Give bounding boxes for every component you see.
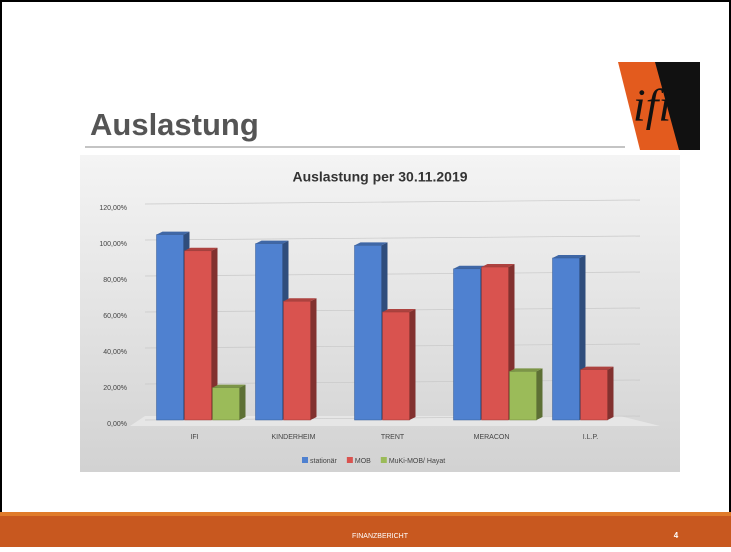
bar-side: [607, 366, 614, 420]
y-tick-label: 20,00%: [103, 385, 127, 392]
x-tick-label: IFI: [190, 434, 198, 441]
bar-side: [310, 298, 317, 420]
bar: [453, 268, 481, 421]
page-number: 4: [674, 531, 679, 540]
legend-swatch: [380, 457, 387, 463]
grid-line: [144, 235, 641, 241]
logo: ifi: [633, 80, 671, 131]
bar: [156, 234, 184, 421]
bar: [580, 369, 608, 421]
y-tick-label: 120,00%: [99, 205, 127, 212]
bar-top: [509, 368, 543, 372]
bar-top: [354, 242, 388, 246]
bar-top: [552, 255, 586, 258]
bar-top: [580, 366, 614, 370]
bar-top: [283, 298, 317, 302]
bar-side: [536, 368, 543, 420]
bar-top: [255, 240, 289, 244]
bar: [509, 371, 537, 421]
x-tick-label: TRENT: [381, 434, 405, 441]
bar-top: [481, 264, 515, 267]
y-tick-label: 80,00%: [103, 277, 127, 284]
y-tick-label: 60,00%: [103, 313, 127, 320]
bar: [382, 311, 410, 421]
bar: [481, 266, 509, 421]
legend-label: MuKi-MOB/ Hayat: [389, 458, 445, 465]
bar-top: [453, 265, 487, 269]
y-tick-label: 40,00%: [103, 349, 127, 356]
legend-swatch: [302, 457, 308, 463]
bar-side: [409, 309, 416, 420]
bar-side: [239, 384, 246, 420]
footer-bar: [0, 512, 731, 547]
footer-stripe: [0, 512, 731, 516]
footer-text: FINANZBERICHT: [352, 533, 409, 540]
x-tick-label: I.L.P.: [583, 434, 598, 441]
y-tick-label: 100,00%: [99, 241, 127, 248]
x-tick-label: KINDERHEIM: [272, 434, 316, 441]
slide-title: Auslastung: [90, 107, 259, 142]
bar: [552, 257, 580, 421]
x-tick-label: MERACON: [474, 434, 510, 441]
bar-top: [156, 231, 190, 235]
bar-top: [184, 247, 218, 251]
bar: [212, 387, 240, 421]
bar: [184, 250, 212, 421]
legend-swatch: [346, 457, 353, 463]
logo-dark: [655, 62, 700, 150]
y-tick-label: 0,00%: [107, 421, 127, 428]
bar-top: [382, 309, 416, 312]
bar-side: [211, 247, 218, 420]
legend-label: MOB: [355, 458, 371, 465]
grid-line: [144, 199, 641, 205]
legend-label: stationär: [310, 458, 338, 465]
bar: [354, 245, 382, 421]
bar: [255, 243, 283, 421]
bar-top: [212, 384, 246, 388]
chart-title: Auslastung per 30.11.2019: [292, 169, 467, 185]
bar: [283, 300, 311, 421]
